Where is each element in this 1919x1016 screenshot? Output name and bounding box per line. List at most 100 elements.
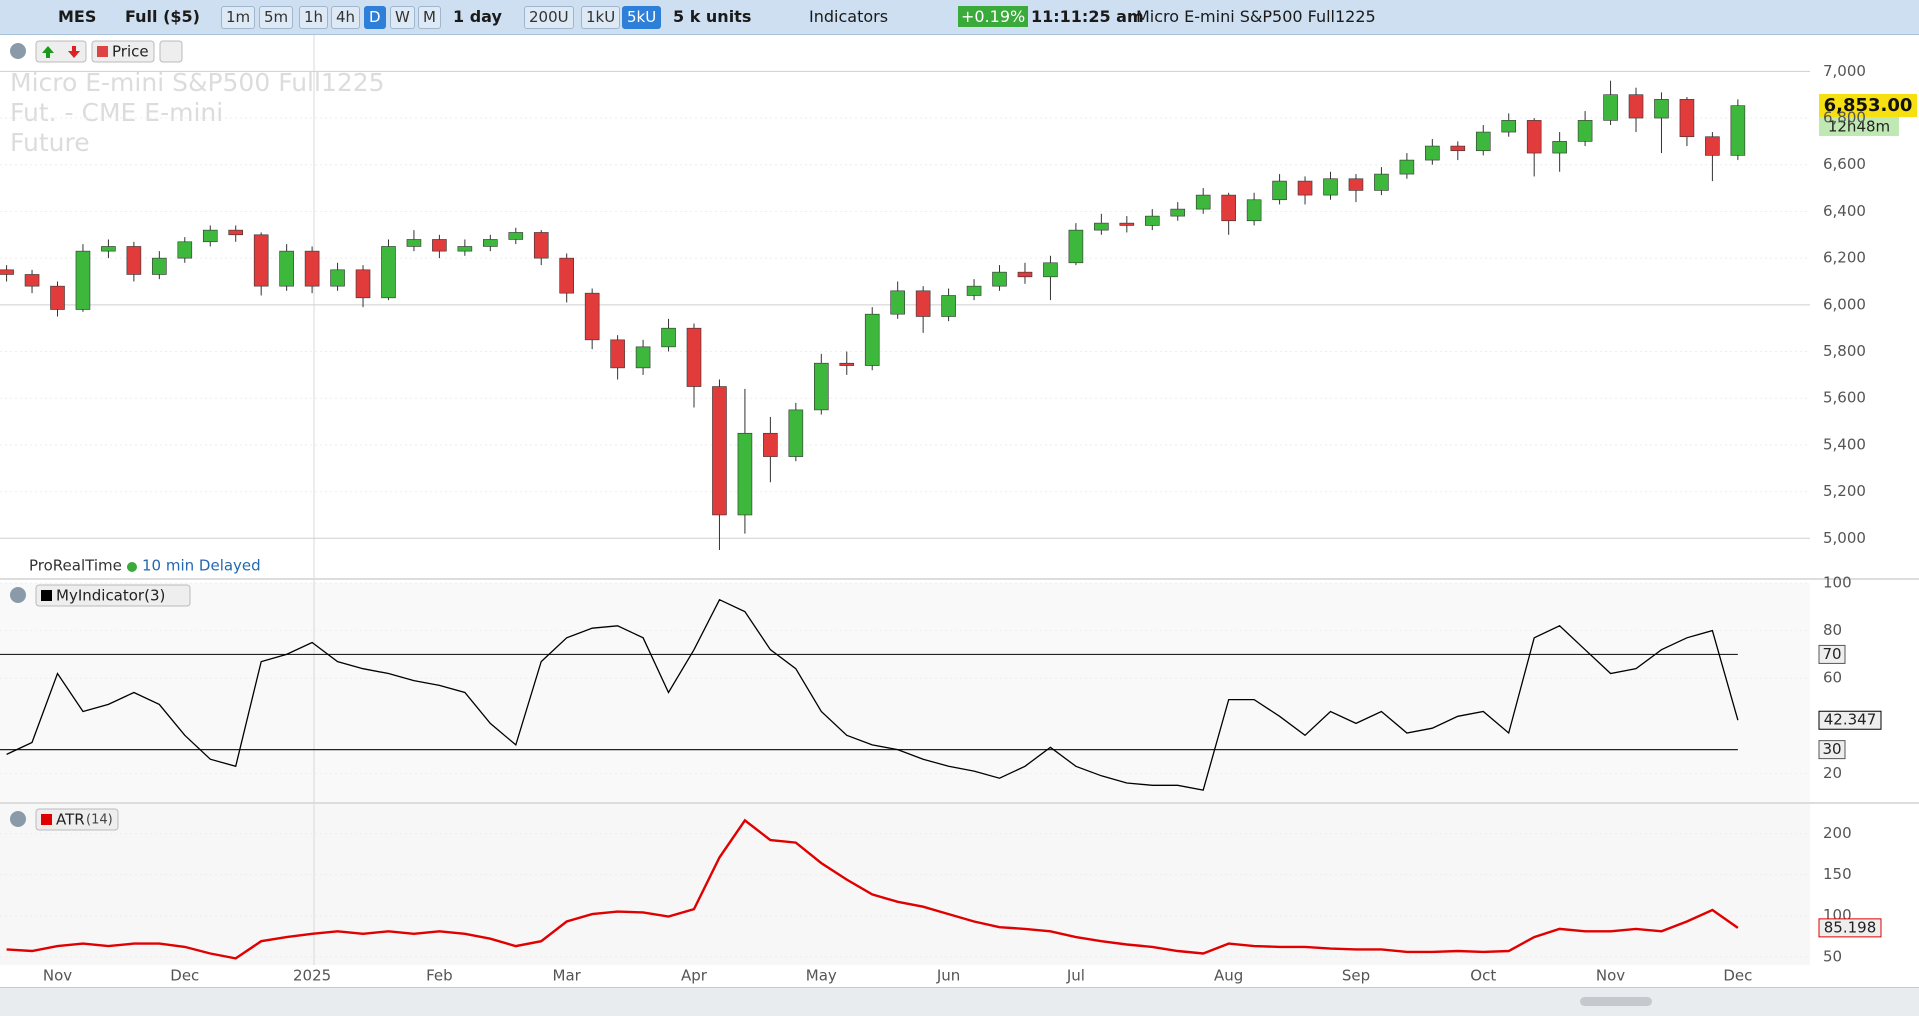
period[interactable]: 1 day (453, 7, 502, 26)
unit-size[interactable]: 5 k units (673, 7, 752, 26)
x-tick-label: Nov (43, 967, 72, 985)
scrollbar[interactable] (1580, 997, 1652, 1006)
candle-body (1425, 145, 1440, 161)
x-tick-label: Jun (936, 967, 960, 985)
candle-body (24, 274, 40, 287)
candle-body (1094, 222, 1109, 231)
y-tick-label: 150 (1823, 865, 1852, 883)
candle-body (1297, 180, 1313, 196)
atr-swatch (41, 814, 52, 825)
x-tick-label: May (806, 967, 837, 985)
x-tick-label: Feb (426, 967, 453, 985)
y-tick-label: 5,400 (1823, 435, 1866, 453)
candle-body (839, 362, 855, 366)
brand: ProRealTime (29, 557, 122, 575)
candle-body (1628, 94, 1644, 119)
candle-body (1730, 105, 1746, 156)
candle-body (483, 239, 498, 247)
indicators-menu[interactable]: Indicators (809, 7, 889, 26)
candle-body (1374, 173, 1389, 191)
candle-body (1323, 178, 1338, 196)
level-box (1818, 644, 1846, 664)
feed-status: 10 min Delayed (142, 557, 261, 575)
y-tick-label: 6,800 (1823, 109, 1866, 127)
candle-body (788, 409, 804, 457)
candle-body (661, 327, 676, 348)
candle-body (457, 246, 473, 252)
candle-body (813, 362, 829, 411)
x-tick-label: 2025 (293, 967, 331, 985)
list-button[interactable] (159, 40, 183, 63)
timeframe[interactable]: 1m (221, 6, 256, 29)
candle-body (864, 313, 880, 366)
timeframe[interactable]: 5m (259, 6, 294, 29)
candle-body (1654, 99, 1669, 119)
symbol[interactable]: MES (58, 7, 97, 26)
timeframe[interactable]: 1h (299, 6, 329, 29)
timeframe[interactable]: 4h (331, 6, 361, 29)
candle-body (890, 290, 905, 315)
atr-period: (14) (86, 813, 113, 828)
contract[interactable]: Full ($5) (125, 7, 200, 26)
unit[interactable]: 1kU (581, 6, 621, 29)
candle-body (1144, 215, 1160, 226)
x-tick-label: Dec (170, 967, 199, 985)
level-box (1818, 740, 1846, 760)
indicator-pane-bg (0, 583, 1810, 802)
unit[interactable]: 5kU (622, 6, 662, 29)
atr-button[interactable] (35, 808, 119, 831)
y-tick-label: 6,600 (1823, 155, 1866, 173)
candle-body (1679, 99, 1695, 138)
candle-body (75, 250, 91, 310)
x-tick-label: Nov (1596, 967, 1625, 985)
candle-body (152, 257, 167, 275)
candle-body (0, 269, 14, 275)
candle-body (686, 327, 702, 387)
candle-body (1170, 208, 1186, 217)
candle-body (1603, 94, 1618, 121)
candle-body (432, 239, 447, 252)
candle-body (1705, 136, 1720, 156)
candle-body (915, 290, 931, 317)
candle-body (941, 295, 956, 317)
indicator-line (6, 598, 1739, 791)
bottom-bar (0, 987, 1919, 1016)
toolbar: MES Full ($5) 1m 5m 1h 4h D W M 1 day 20… (0, 0, 1919, 35)
close-pane[interactable] (10, 43, 26, 59)
close-pane[interactable] (10, 587, 26, 603)
countdown-box (1819, 117, 1899, 136)
candle-body (737, 432, 753, 516)
candle-body (381, 246, 396, 299)
indicator-title: MyIndicator(3) (56, 587, 165, 605)
feed-dot (127, 562, 137, 572)
candle-body (1119, 222, 1135, 226)
candle-body (1501, 120, 1517, 133)
candle-body (406, 239, 422, 247)
y-tick-label: 5,200 (1823, 482, 1866, 500)
x-tick-label: Mar (553, 967, 582, 985)
last-value: 42.347 (1824, 711, 1877, 729)
candle-body (355, 269, 371, 299)
candle-body (177, 241, 193, 259)
candle-body (966, 285, 982, 296)
countdown: 12h48m (1828, 118, 1890, 136)
watermark: Fut. - CME E-mini (10, 98, 223, 127)
close-pane[interactable] (10, 811, 26, 827)
x-tick-label: Aug (1214, 967, 1243, 985)
y-tick-label: 50 (1823, 947, 1842, 965)
level-label: 70 (1822, 645, 1841, 663)
candle-body (992, 271, 1007, 287)
unit[interactable]: 200U (524, 6, 574, 29)
candle-body (50, 285, 65, 310)
indicator-button[interactable] (35, 584, 191, 607)
timeframe[interactable]: D (364, 6, 386, 29)
candle-body (1043, 262, 1058, 278)
timeframe[interactable]: M (418, 6, 441, 29)
last-value-box (1818, 918, 1882, 938)
candle-body (228, 229, 244, 236)
candle-body (1577, 120, 1593, 142)
candle-body (101, 246, 116, 252)
last-price-box (1819, 94, 1917, 117)
timeframe[interactable]: W (390, 6, 415, 29)
